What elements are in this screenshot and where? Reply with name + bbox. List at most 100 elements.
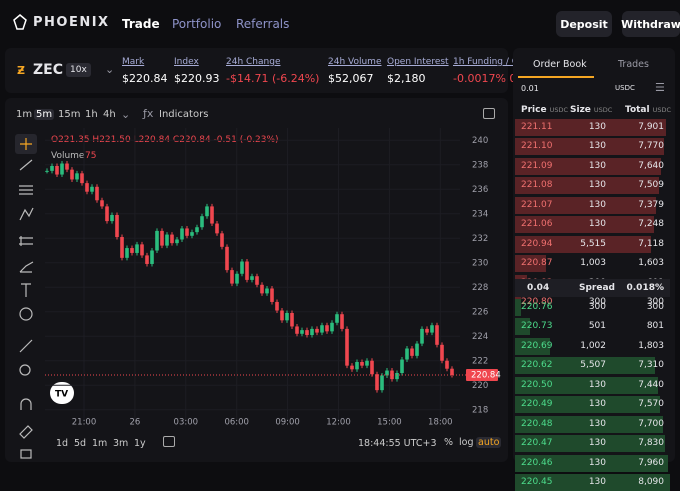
cell-price: 220.50 [521,379,553,390]
orderbook-row[interactable]: 220.87 1,003 1,603 [515,254,670,273]
candle [375,374,379,391]
symbol[interactable]: ZEC [33,62,63,78]
tab[interactable]: Order Book [533,59,587,70]
unit: USDC [549,106,568,114]
leverage[interactable]: 10x [66,63,91,77]
candle [65,163,69,170]
nav-link[interactable]: Portfolio [172,17,222,31]
stat-label[interactable]: Index [174,57,199,67]
stat-value: -0.0017% 0 [453,72,517,85]
orderbook-row[interactable]: 221.11 130 7,901 [515,118,670,136]
orderbook-row[interactable]: 220.73 501 801 [515,317,670,336]
orderbook-row[interactable]: 220.46 130 7,960 [515,454,670,472]
cell-price: 220.80 [521,297,553,308]
depth-bar [515,255,546,273]
candle [300,330,304,334]
screenshot-button[interactable] [483,108,495,119]
interval-caret[interactable]: ⌄ [121,108,131,121]
range[interactable]: 1y [134,438,146,449]
range[interactable]: 3m [113,438,129,449]
indicators-button[interactable]: Indicators [159,109,209,120]
cell-price: 220.62 [521,360,553,371]
cell-size: 300 [588,302,606,312]
cell-size: 130 [588,418,606,429]
dropdown-caret[interactable]: ⌄ [105,63,115,76]
interval[interactable]: 4h [103,109,116,120]
candle [255,276,259,285]
orderbook-row[interactable]: 220.47 130 7,830 [515,434,670,453]
hlines-tool[interactable] [19,185,33,195]
deposit-button[interactable]: Deposit [556,11,612,37]
fib-tool[interactable] [19,236,33,246]
price-chart[interactable]: TV 240 238 236 234 232 230 228 226 224 222 220 218 2… [0,0,508,460]
x-tick-label: 12:00 [326,418,351,428]
interval[interactable]: 1m [16,109,33,120]
orderbook-row[interactable]: 221.09 130 7,640 [515,157,670,175]
stat-label[interactable]: 1h Funding / C [453,57,519,67]
orderbook-row[interactable]: 221.10 130 7,770 [515,137,670,156]
cell-total: 7,440 [638,379,664,390]
magnet-tool[interactable] [20,398,32,410]
depth-bar [515,454,668,472]
brush-tool[interactable] [19,261,34,273]
interval[interactable]: 15m [58,109,81,120]
price-tag [466,368,498,381]
withdraw-button[interactable]: Withdraw [621,11,680,37]
candle [340,314,344,329]
lock-tool[interactable] [20,449,32,459]
cell-total: 7,770 [638,141,664,152]
text-tool[interactable] [21,283,31,297]
stat-label[interactable]: Mark [122,57,145,67]
orderbook-row[interactable]: 221.06 130 7,248 [515,215,670,234]
ruler-tool[interactable] [19,339,33,353]
interval[interactable]: 1h [85,109,98,120]
tick-size[interactable]: 0.01 [521,84,539,93]
crosshair-tool[interactable] [20,138,32,150]
orderbook-row[interactable]: 220.76 300 300 [515,298,670,316]
orderbook-row[interactable]: 220.62 5,507 7,310 [515,356,670,375]
interval[interactable]: 5m [34,109,55,120]
emoji-tool[interactable] [19,307,33,321]
nav-link[interactable]: Referrals [236,17,290,31]
eraser-tool[interactable] [19,425,33,439]
range[interactable]: 5d [74,438,87,449]
depth-bar [515,396,661,414]
spread-value: 0.04 [527,283,550,293]
chart-option[interactable]: auto [476,437,502,448]
orderbook-row[interactable]: 221.08 130 7,509 [515,176,670,195]
orderbook-row[interactable]: 220.48 130 7,700 [515,415,670,433]
cell-price: 221.07 [521,199,553,210]
orderbook-row[interactable]: 220.49 130 7,570 [515,395,670,414]
zoom-tool[interactable] [19,364,31,376]
orderbook-row[interactable]: 220.45 130 8,090 [515,473,670,491]
chart-option[interactable]: log [459,437,474,448]
stat-label[interactable]: 24h Change [226,57,281,67]
coin-icon: Ƶ [17,64,25,77]
orderbook-row[interactable]: 220.69 1,002 1,803 [515,337,670,355]
column-header: Total USDC [625,105,672,115]
range[interactable]: 1m [92,438,108,449]
nav-link[interactable]: Trade [122,17,160,31]
range[interactable]: 1d [56,438,69,449]
stat-label[interactable]: 24h Volume [328,57,382,67]
chart-option[interactable]: % [444,437,454,448]
orderbook-row[interactable]: 221.07 130 7,379 [515,196,670,214]
candle [275,301,279,311]
stat-label[interactable]: Open Interest [387,57,449,67]
orderbook-row[interactable]: 220.50 130 7,440 [515,376,670,394]
cell-size: 130 [588,477,606,488]
orderbook-row[interactable]: 220.94 5,515 7,118 [515,235,670,253]
layout-icon[interactable]: ☰ [655,81,665,94]
line-tool[interactable] [19,159,33,171]
cell-size: 130 [588,122,606,132]
unit-select[interactable]: USDC [615,84,635,92]
candle [155,230,159,251]
date-range-button[interactable] [163,436,175,447]
cell-total: 7,901 [638,122,664,132]
cell-price: 220.48 [521,418,553,429]
cell-price: 220.69 [521,340,553,351]
pattern-tool[interactable] [19,207,34,221]
y-tick-label: 232 [472,234,488,244]
price-tag-label: 220.84 [471,370,501,380]
tab[interactable]: Trades [618,59,649,70]
